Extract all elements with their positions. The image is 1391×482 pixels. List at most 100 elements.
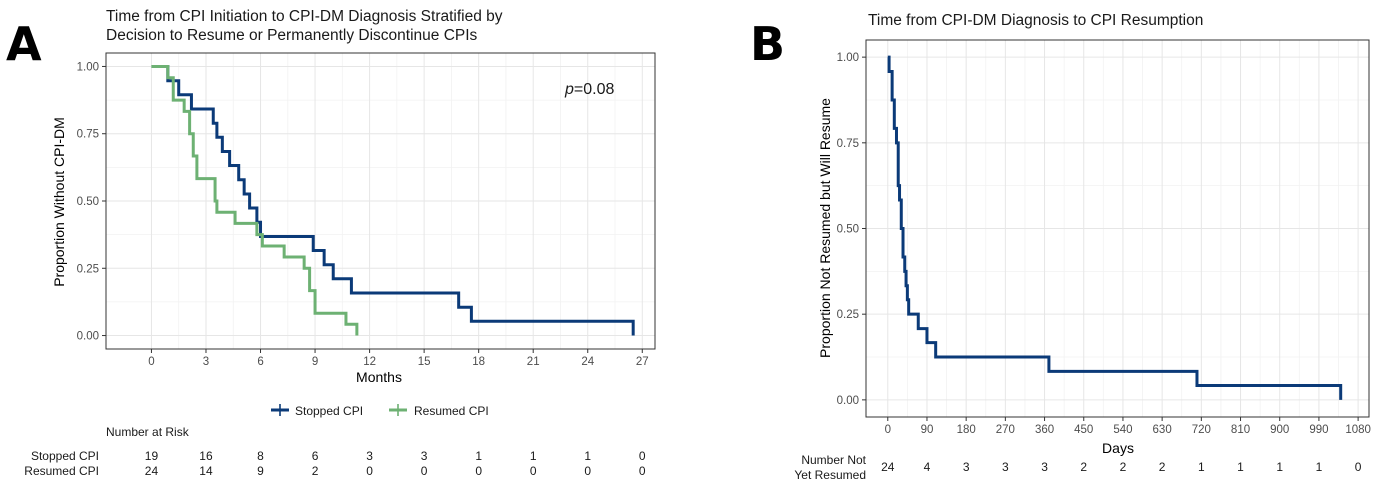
panel-a-series-line-resumed-cpi — [151, 64, 359, 336]
panel-b-x-tick-label: 630 — [1153, 424, 1172, 436]
panel-a-x-tick-label: 27 — [636, 356, 649, 368]
panel-b-y-tick-label: 0.25 — [837, 309, 859, 321]
panel-b-x-tick-label: 450 — [1074, 424, 1093, 436]
risk-cell: 19 — [145, 449, 159, 463]
panel-b-x-tick-label: 180 — [957, 424, 976, 436]
panel-b-x-ticks: 0 90 180 270 360 450 540 630 720 810 900 990 1080 — [885, 417, 1371, 436]
risk-cell: 1 — [1237, 460, 1244, 474]
panel-a-x-tick-label: 24 — [581, 356, 594, 368]
risk-cell: 0 — [584, 464, 591, 478]
panel-a-y-tick-label: 0.50 — [77, 196, 99, 208]
panel-b-x-tick-label: 90 — [921, 424, 934, 436]
panel-a: A Time from CPI Initiation to CPI-DM Dia… — [6, 8, 656, 478]
panel-a-x-tick-label: 18 — [472, 356, 485, 368]
risk-cell: 14 — [199, 464, 213, 478]
panel-a-series — [151, 64, 635, 336]
panel-a-legend: Stopped CPI Resumed CPI — [271, 404, 489, 418]
legend-label-stopped-cpi: Stopped CPI — [295, 404, 363, 418]
p-value-annotation: p=0.08 — [564, 81, 614, 98]
panel-b-y-tick-label: 1.00 — [837, 52, 859, 64]
risk-cell: 3 — [963, 460, 970, 474]
risk-cell: 1 — [584, 449, 591, 463]
panel-b-y-axis-title: Proportion Not Resumed but Will Resume — [817, 98, 833, 358]
risk-cell: 3 — [1041, 460, 1048, 474]
risk-cell: 0 — [639, 464, 646, 478]
panel-b-risk-table: Number Not Yet Resumed 24 4 3 3 3 2 2 2 1 1 1 1 0 — [794, 453, 1361, 482]
legend-label-resumed-cpi: Resumed CPI — [414, 404, 489, 418]
risk-row-label-resumed-cpi: Resumed CPI — [24, 464, 99, 478]
panel-b-series — [887, 55, 1343, 400]
risk-cell: 0 — [530, 464, 537, 478]
risk-cell: 0 — [421, 464, 428, 478]
panel-a-x-tick-label: 9 — [312, 356, 318, 368]
risk-table-values: 19 16 8 6 3 3 1 1 1 024 14 9 2 0 0 0 0 0 0 — [145, 449, 646, 478]
panel-b-x-tick-label: 270 — [996, 424, 1015, 436]
panel-a-y-tick-label: 0.00 — [77, 331, 99, 343]
panel-b-y-tick-label: 0.50 — [837, 224, 859, 236]
panel-b-series-line-0 — [887, 55, 1343, 400]
panel-a-y-tick-label: 1.00 — [77, 61, 99, 73]
panel-b-x-tick-label: 720 — [1192, 424, 1211, 436]
panel-b-y-tick-label: 0.00 — [837, 395, 859, 407]
risk-cell: 2 — [1080, 460, 1087, 474]
risk-cell: 24 — [881, 460, 895, 474]
panel-b-label: B — [750, 17, 785, 71]
panel-b-x-tick-label: 900 — [1270, 424, 1289, 436]
panel-a-x-tick-label: 12 — [363, 356, 376, 368]
risk-cell: 0 — [1355, 460, 1362, 474]
risk-cell: 2 — [1159, 460, 1166, 474]
panel-b-grid — [866, 40, 1369, 417]
panel-a-x-tick-label: 15 — [418, 356, 431, 368]
risk-cell: 1 — [530, 449, 537, 463]
panel-a-x-tick-label: 6 — [257, 356, 263, 368]
risk-cell: 2 — [1120, 460, 1127, 474]
panel-a-title-line1: Time from CPI Initiation to CPI-DM Diagn… — [106, 8, 503, 25]
panel-a-risk-table: Number at Risk Stopped CPI Resumed CPI 1… — [24, 425, 646, 478]
panel-b-y-ticks: 0.00 0.25 0.50 0.75 1.00 — [837, 52, 866, 407]
panel-b-x-tick-label: 540 — [1113, 424, 1132, 436]
panel-a-title-line2: Decision to Resume or Permanently Discon… — [106, 27, 478, 44]
panel-b-x-axis-title: Days — [1102, 440, 1134, 456]
risk-cell: 8 — [257, 449, 264, 463]
risk-label-line1: Number Not — [801, 453, 866, 467]
panel-a-x-tick-label: 3 — [203, 356, 209, 368]
risk-cell: 3 — [366, 449, 373, 463]
panel-b-x-tick-label: 0 — [885, 424, 891, 436]
panel-b-title: Time from CPI-DM Diagnosis to CPI Resump… — [868, 12, 1203, 29]
risk-cell: 0 — [639, 449, 646, 463]
panel-a-x-tick-label: 21 — [527, 356, 540, 368]
risk-cell: 2 — [312, 464, 319, 478]
risk-cell: 1 — [1316, 460, 1323, 474]
panel-b-x-tick-label: 810 — [1231, 424, 1250, 436]
risk-cell: 1 — [1276, 460, 1283, 474]
risk-cell: 6 — [312, 449, 319, 463]
risk-cell: 4 — [924, 460, 931, 474]
risk-row-label-stopped-cpi: Stopped CPI — [31, 449, 99, 463]
risk-cell: 0 — [366, 464, 373, 478]
risk-cell: 16 — [199, 449, 213, 463]
risk-cell: 9 — [257, 464, 264, 478]
panel-a-y-ticks: 0.00 0.25 0.50 0.75 1.00 — [77, 61, 106, 343]
panel-a-x-axis-title: Months — [356, 369, 402, 385]
risk-table-header: Number at Risk — [106, 425, 190, 439]
panel-a-y-tick-label: 0.75 — [77, 129, 99, 141]
risk-cell: 1 — [1198, 460, 1205, 474]
panel-a-y-axis-title: Proportion Without CPI-DM — [51, 117, 67, 287]
risk-cell: 1 — [475, 449, 482, 463]
panel-b-y-tick-label: 0.75 — [837, 138, 859, 150]
risk-cell: 3 — [1002, 460, 1009, 474]
panel-b-x-tick-label: 360 — [1035, 424, 1054, 436]
panel-b-x-tick-label: 1080 — [1345, 424, 1371, 436]
panel-a-label: A — [6, 17, 42, 71]
panel-a-x-ticks: 0 3 6 9 12 15 18 21 24 27 — [148, 349, 649, 368]
risk-cell: 0 — [475, 464, 482, 478]
panel-b-x-tick-label: 990 — [1309, 424, 1328, 436]
panel-a-y-tick-label: 0.25 — [77, 263, 99, 275]
risk-cell: 3 — [421, 449, 428, 463]
risk-label-line2: Yet Resumed — [794, 468, 866, 482]
risk-values-row: 24 4 3 3 3 2 2 2 1 1 1 1 0 — [881, 460, 1362, 474]
panel-a-x-tick-label: 0 — [148, 356, 154, 368]
panel-a-series-line-stopped-cpi — [151, 64, 635, 336]
panel-b: B Time from CPI-DM Diagnosis to CPI Resu… — [750, 12, 1371, 482]
